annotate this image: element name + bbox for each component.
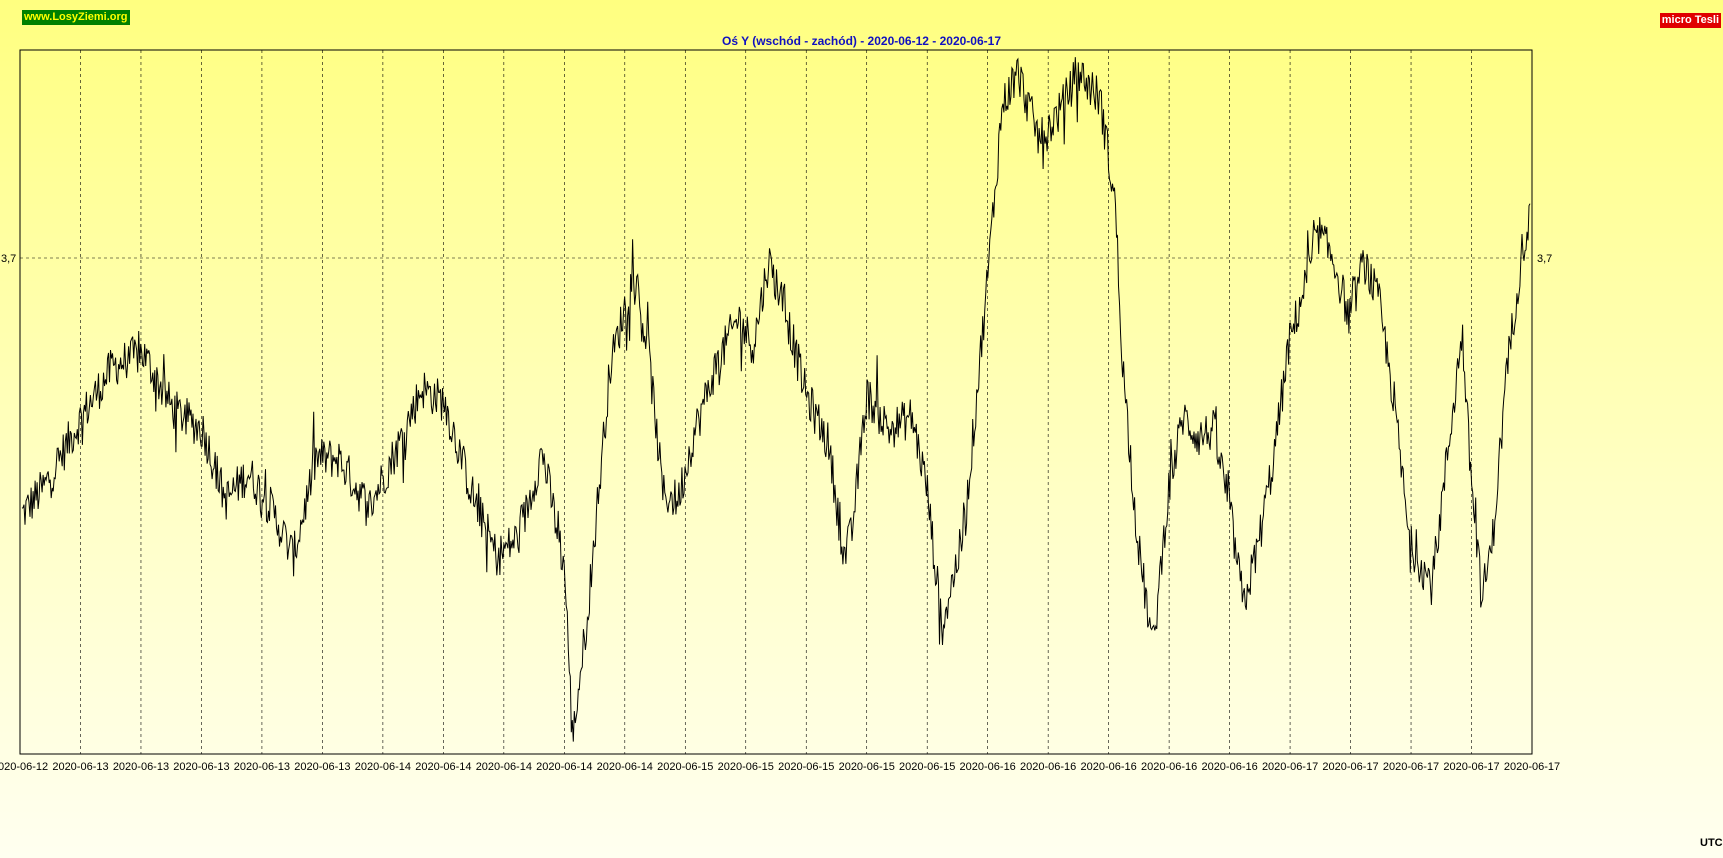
- x-tick-label: 2020-06-15: [657, 761, 713, 773]
- x-tick-label: 2020-06-16: [1201, 761, 1257, 773]
- x-tick-label: 2020-06-14: [355, 761, 411, 773]
- plot-frame: [19, 49, 1533, 755]
- x-axis-label: UTC: [1700, 837, 1723, 849]
- x-tick-label: 2020-06-16: [960, 761, 1016, 773]
- x-tick-label: 2020-06-14: [415, 761, 471, 773]
- x-tick-label: 2020-06-16: [1020, 761, 1076, 773]
- x-tick-label: 2020-06-15: [839, 761, 895, 773]
- gridlines: [19, 50, 1533, 754]
- y-ref-label-right: 3,7: [1537, 253, 1552, 265]
- x-tick-label: 2020-06-17: [1322, 761, 1378, 773]
- y-ref-label-left: 3,7: [1, 253, 16, 265]
- x-tick-label: 2020-06-13: [173, 761, 229, 773]
- x-tick-label: 2020-06-15: [899, 761, 955, 773]
- site-badge[interactable]: www.LosyZiemi.org: [22, 10, 130, 25]
- x-tick-label: 2020-06-17: [1383, 761, 1439, 773]
- x-tick-label: 2020-06-15: [778, 761, 834, 773]
- x-tick-label: 2020-06-13: [113, 761, 169, 773]
- x-tick-label: 2020-06-16: [1080, 761, 1136, 773]
- chart-title: Oś Y (wschód - zachód) - 2020-06-12 - 20…: [721, 34, 1001, 48]
- x-tick-label: 2020-06-17: [1262, 761, 1318, 773]
- x-tick-label: 2020-06-14: [597, 761, 653, 773]
- x-tick-label: 2020-06-14: [476, 761, 532, 773]
- x-axis-ticks: 2020-06-12 2020-06-13 2020-06-13 2020-06-13…: [0, 761, 1560, 773]
- x-tick-label: 2020-06-17: [1443, 761, 1499, 773]
- x-tick-label: 2020-06-13: [294, 761, 350, 773]
- x-tick-label: 2020-06-14: [536, 761, 592, 773]
- x-tick-label: 2020-06-13: [52, 761, 108, 773]
- series-line: [21, 57, 1531, 742]
- x-tick-label: 2020-06-15: [718, 761, 774, 773]
- x-tick-label: 2020-06-17: [1504, 761, 1560, 773]
- x-tick-label: 2020-06-16: [1141, 761, 1197, 773]
- x-tick-label: 2020-06-13: [234, 761, 290, 773]
- brand-badge: micro Tesli: [1659, 13, 1721, 28]
- x-tick-label: 2020-06-12: [0, 761, 48, 773]
